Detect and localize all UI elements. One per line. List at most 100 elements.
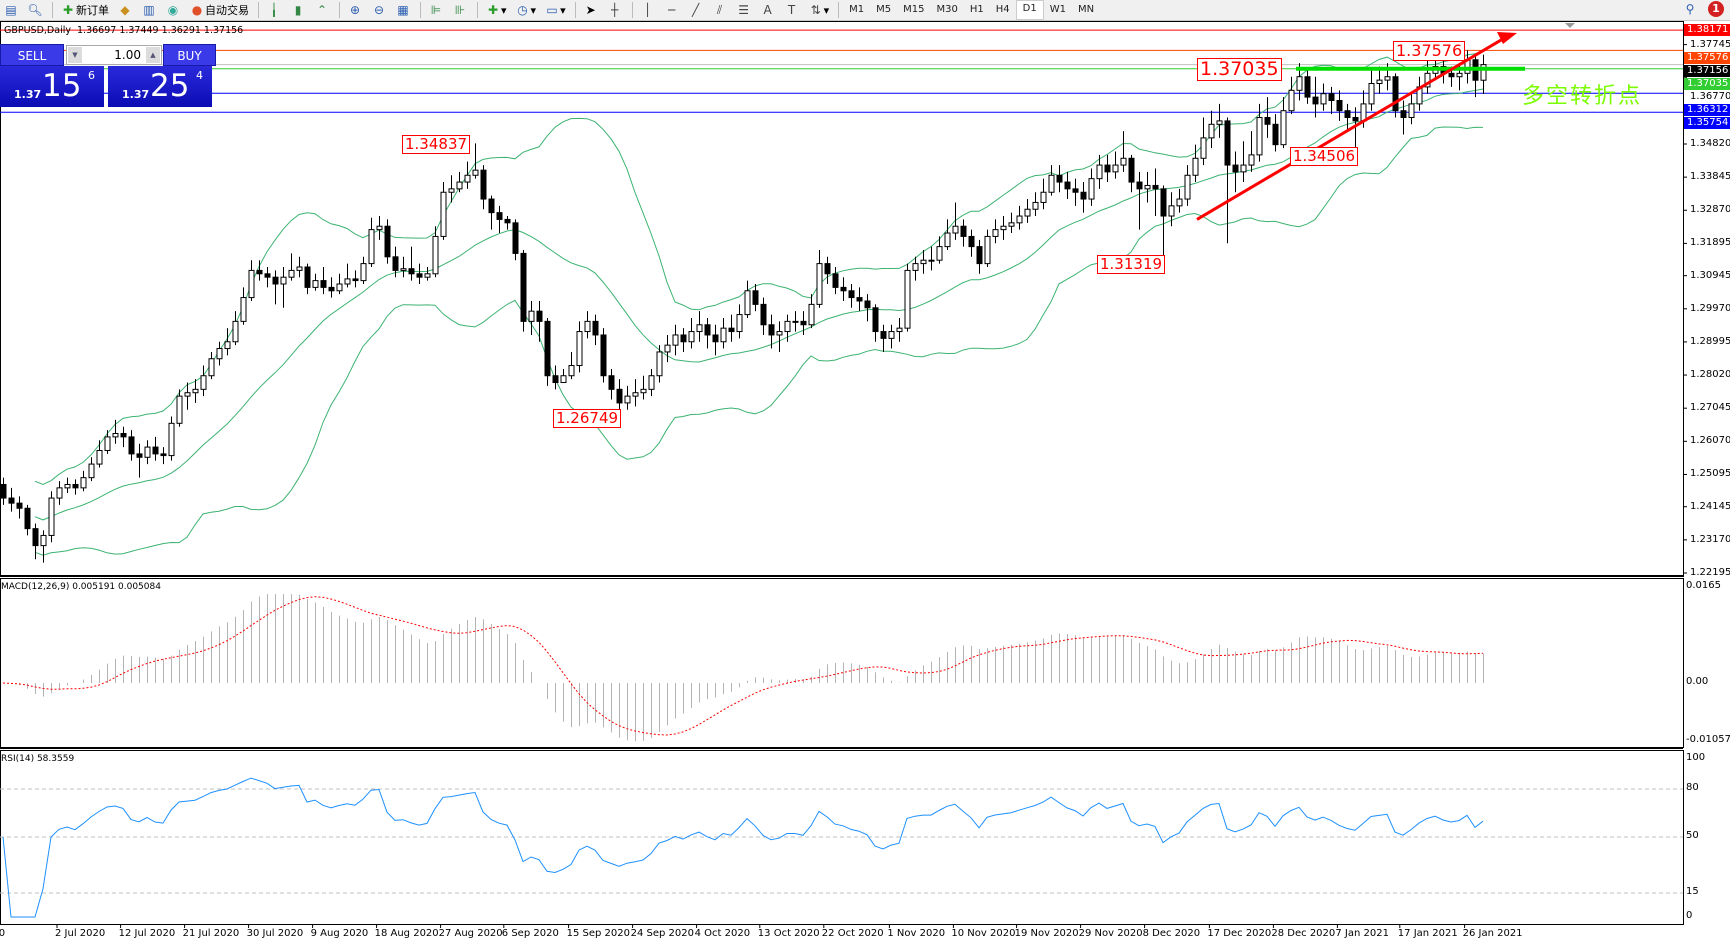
candle bbox=[88, 457, 95, 482]
bid-price-fraction: 6 bbox=[88, 69, 95, 82]
annotation-dec-low[interactable]: 1.31319 bbox=[1097, 255, 1166, 274]
annotation-pivot[interactable]: 1.37035 bbox=[1197, 58, 1282, 81]
candle-body bbox=[944, 232, 951, 248]
trendline-icon: ╱ bbox=[691, 3, 700, 17]
annotation-jan-low[interactable]: 1.34506 bbox=[1290, 147, 1359, 166]
candlestick-button[interactable]: ▮ bbox=[287, 1, 309, 19]
chart-symbol: GBPUSD,Daily bbox=[4, 25, 71, 36]
line-chart-button[interactable]: ⌃ bbox=[311, 1, 333, 19]
separator bbox=[339, 2, 340, 18]
candle-body bbox=[712, 334, 719, 343]
candle bbox=[680, 328, 687, 352]
cursor-button[interactable]: ➤ bbox=[580, 1, 602, 19]
timeframe-h1[interactable]: H1 bbox=[969, 4, 984, 15]
candle-body bbox=[904, 269, 911, 329]
tile-windows-button[interactable]: ▦ bbox=[392, 1, 414, 19]
zoom-button[interactable]: 🔍︎ bbox=[24, 1, 46, 19]
candle-body bbox=[1048, 174, 1055, 193]
text-label-button[interactable]: T bbox=[781, 1, 803, 19]
candle-body bbox=[472, 169, 479, 176]
candle bbox=[1128, 154, 1135, 193]
candle-body bbox=[808, 303, 815, 326]
timeframe-m15[interactable]: M15 bbox=[903, 4, 925, 15]
lot-size-field[interactable]: ▼ 1.00 ▲ bbox=[66, 45, 162, 65]
vertical-line-button[interactable]: │ bbox=[637, 1, 659, 19]
candle bbox=[296, 256, 303, 278]
sell-button[interactable]: SELL bbox=[0, 44, 64, 66]
templates-button[interactable]: ▭ ▾ bbox=[541, 1, 569, 19]
date-axis-label: 17 Dec 2020 bbox=[1207, 928, 1272, 939]
buy-button[interactable]: BUY bbox=[163, 44, 216, 66]
candle-body bbox=[120, 433, 127, 438]
price-axis-label: 1.23170 bbox=[1690, 533, 1730, 545]
price-axis-label: 1.32870 bbox=[1690, 204, 1730, 216]
equidistant-channel-button[interactable]: ⫽ bbox=[709, 1, 731, 19]
candle bbox=[1152, 168, 1159, 217]
rsi-axis-label: 100 bbox=[1686, 752, 1706, 763]
candle-body bbox=[144, 446, 151, 458]
macd-label: MACD(12,26,9) 0.005191 0.005084 bbox=[1, 582, 161, 592]
date-axis-label: 26 Jan 2021 bbox=[1462, 928, 1523, 939]
bid-price[interactable]: 1.37 15 6 bbox=[0, 66, 104, 107]
text-button[interactable]: A bbox=[757, 1, 779, 19]
zoom-in-button[interactable]: ⊕ bbox=[344, 1, 366, 19]
zoom-out-button[interactable]: ⊖ bbox=[368, 1, 390, 19]
trendline-button[interactable]: ╱ bbox=[685, 1, 707, 19]
timeframe-m30[interactable]: M30 bbox=[936, 4, 958, 15]
candle-body bbox=[176, 395, 183, 424]
candle-body bbox=[168, 422, 175, 457]
lot-increase-icon[interactable]: ▲ bbox=[146, 47, 160, 63]
bar-chart-button[interactable]: ╽ bbox=[263, 1, 285, 19]
timeframe-h4[interactable]: H4 bbox=[995, 4, 1010, 15]
annotation-aug-high[interactable]: 1.34837 bbox=[402, 135, 471, 154]
candle-body bbox=[1032, 201, 1039, 210]
equidistant-channel-icon: ⫽ bbox=[716, 3, 723, 17]
candle bbox=[1160, 185, 1167, 263]
autoscroll-icon: ⊪ bbox=[454, 3, 466, 17]
candle-body bbox=[200, 375, 207, 390]
fibonacci-button[interactable]: ☰ bbox=[733, 1, 755, 19]
annotation-high[interactable]: 1.37576 bbox=[1393, 41, 1466, 61]
notification-badge[interactable]: 1 bbox=[1708, 1, 1724, 17]
candle bbox=[992, 219, 999, 244]
ask-price-fraction: 4 bbox=[196, 69, 203, 82]
date-axis-label: 2 Jul 2020 bbox=[55, 928, 106, 939]
arrows-button[interactable]: ⇅ ▾ bbox=[805, 1, 833, 19]
timeframe-mn[interactable]: MN bbox=[1077, 4, 1095, 15]
timeframe-m5[interactable]: M5 bbox=[876, 4, 892, 15]
search-icon[interactable]: ⚲ bbox=[1685, 2, 1695, 16]
signal-button[interactable]: ◉ bbox=[162, 1, 184, 19]
candle-body bbox=[1224, 120, 1231, 166]
candle-body bbox=[296, 266, 303, 271]
periods-button[interactable]: ◷ ▾ bbox=[512, 1, 540, 19]
candle-body bbox=[784, 320, 791, 333]
candle-body bbox=[432, 235, 439, 275]
autoscroll-button[interactable]: ⊪ bbox=[449, 1, 471, 19]
candle bbox=[1328, 86, 1335, 115]
timeframe-d1[interactable]: D1 bbox=[1015, 0, 1044, 20]
candle-body bbox=[1056, 174, 1063, 183]
auto-trading-button[interactable]: ● 自动交易 bbox=[186, 1, 252, 19]
date-axis-label: 9 Aug 2020 bbox=[310, 928, 369, 939]
crosshair-button[interactable]: ┼ bbox=[604, 1, 626, 19]
candle bbox=[400, 256, 407, 278]
new-chart-button[interactable]: ▤ bbox=[0, 1, 22, 19]
candle bbox=[1216, 103, 1223, 138]
lot-decrease-icon[interactable]: ▼ bbox=[68, 47, 82, 63]
horizontal-line-button[interactable]: ─ bbox=[661, 1, 683, 19]
bollinger-middle bbox=[34, 88, 1484, 521]
metaeditor-button[interactable]: ◆ bbox=[114, 1, 136, 19]
price-axis-label: 1.27045 bbox=[1690, 402, 1730, 414]
candle-body bbox=[8, 497, 15, 504]
annotation-sep-low[interactable]: 1.26749 bbox=[553, 409, 622, 428]
candle bbox=[1280, 97, 1287, 149]
ask-price[interactable]: 1.37 25 4 bbox=[108, 66, 212, 107]
timeframe-w1[interactable]: W1 bbox=[1049, 4, 1066, 15]
history-button[interactable]: ▥ bbox=[138, 1, 160, 19]
indicators-button[interactable]: ✚ ▾ bbox=[482, 1, 510, 19]
candle bbox=[1168, 192, 1175, 227]
timeframe-m1[interactable]: M1 bbox=[849, 4, 865, 15]
chart-shift-button[interactable]: ⊫ bbox=[425, 1, 447, 19]
new-order-button[interactable]: ✚ 新订单 bbox=[57, 1, 112, 19]
